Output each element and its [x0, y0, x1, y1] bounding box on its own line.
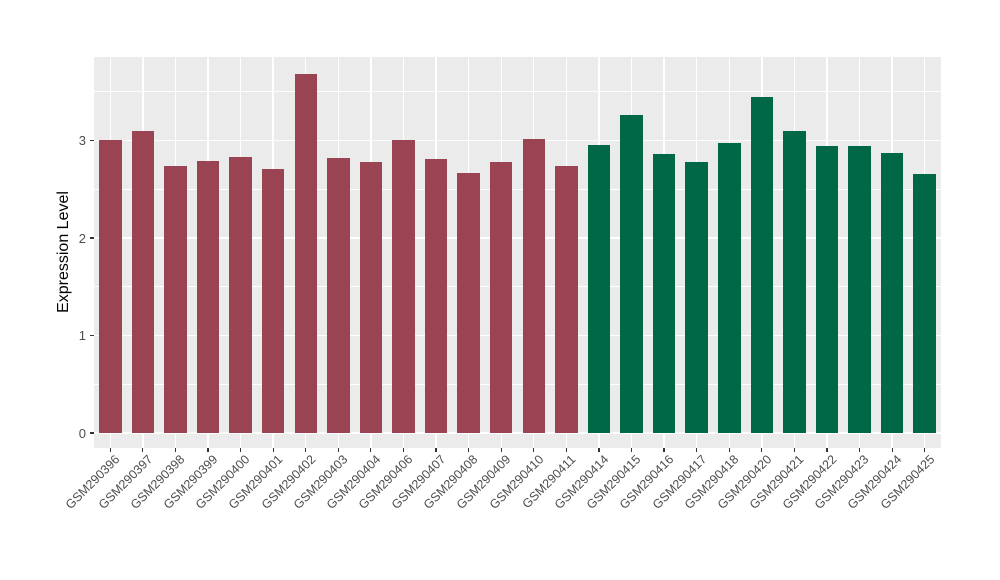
x-axis-tick: [402, 448, 405, 452]
gridline-minor-horizontal: [94, 91, 941, 93]
x-axis-tick: [109, 448, 111, 452]
bar-GSM290407: [424, 159, 448, 433]
x-axis-tick: [630, 448, 633, 452]
x-axis-tick: [924, 448, 926, 452]
x-axis-tick: [239, 448, 242, 452]
gridline-major-horizontal: [94, 139, 941, 142]
bar-GSM290408: [457, 172, 480, 433]
x-axis-tick: [272, 448, 274, 452]
x-axis-tick: [728, 448, 730, 452]
bar-GSM290397: [131, 130, 155, 433]
plot-panel: [94, 57, 941, 448]
bar-GSM290425: [913, 173, 936, 433]
x-axis-tick: [435, 448, 437, 452]
x-axis-tick: [891, 448, 893, 452]
x-axis-tick: [533, 448, 535, 452]
x-axis-tick: [761, 448, 763, 452]
bar-GSM290421: [783, 130, 806, 433]
bar-GSM290420: [750, 96, 774, 433]
bar-GSM290401: [261, 168, 285, 433]
bar-GSM290399: [196, 160, 220, 433]
y-tick-label: 2: [78, 230, 86, 246]
x-axis-tick: [500, 448, 502, 452]
y-tick-label: 3: [78, 133, 86, 148]
gridline-major-horizontal: [94, 432, 941, 434]
x-axis-tick: [174, 448, 177, 452]
bar-GSM290402: [294, 74, 317, 433]
bar-GSM290403: [327, 158, 350, 433]
y-tick-label: 1: [78, 328, 86, 343]
x-axis-tick: [468, 448, 470, 452]
y-axis-tick: [90, 139, 94, 142]
x-axis-tick: [598, 448, 600, 452]
bar-GSM290406: [392, 139, 415, 433]
y-axis-tick: [90, 237, 94, 239]
bar-GSM290417: [685, 161, 708, 433]
x-axis-tick: [696, 448, 698, 452]
x-axis-tick: [337, 448, 339, 452]
x-axis-tick: [370, 448, 372, 452]
bar-GSM290411: [555, 165, 578, 433]
bar-GSM290400: [229, 157, 252, 433]
gridline-minor-horizontal: [94, 188, 941, 190]
x-axis-tick: [565, 448, 567, 452]
bar-GSM290416: [652, 154, 676, 433]
gridline-minor-horizontal: [94, 286, 941, 288]
bar-GSM290415: [620, 115, 643, 433]
x-axis-tick: [207, 448, 209, 452]
gridline-minor-horizontal: [94, 383, 941, 385]
bar-GSM290396: [99, 139, 122, 433]
bar-GSM290422: [815, 146, 839, 433]
bar-GSM290414: [587, 145, 611, 433]
bar-GSM290423: [848, 146, 871, 433]
y-tick-label: 0: [78, 425, 86, 441]
x-axis-tick: [858, 448, 861, 452]
gridline-major-horizontal: [94, 237, 941, 239]
bar-GSM290424: [880, 153, 904, 433]
y-axis-title: Expression Level: [55, 191, 72, 313]
x-axis-tick: [142, 448, 144, 452]
y-axis-tick: [90, 432, 94, 434]
y-axis-tick: [90, 334, 94, 337]
x-axis-tick: [793, 448, 795, 452]
gridline-major-horizontal: [94, 334, 941, 337]
bar-GSM290404: [359, 161, 383, 433]
bar-GSM290409: [489, 161, 513, 433]
x-axis-tick: [826, 448, 828, 452]
x-axis-tick: [663, 448, 665, 452]
bar-GSM290398: [164, 165, 187, 433]
bar-GSM290410: [522, 138, 546, 433]
x-axis-tick: [305, 448, 307, 452]
bar-GSM290418: [718, 143, 741, 433]
